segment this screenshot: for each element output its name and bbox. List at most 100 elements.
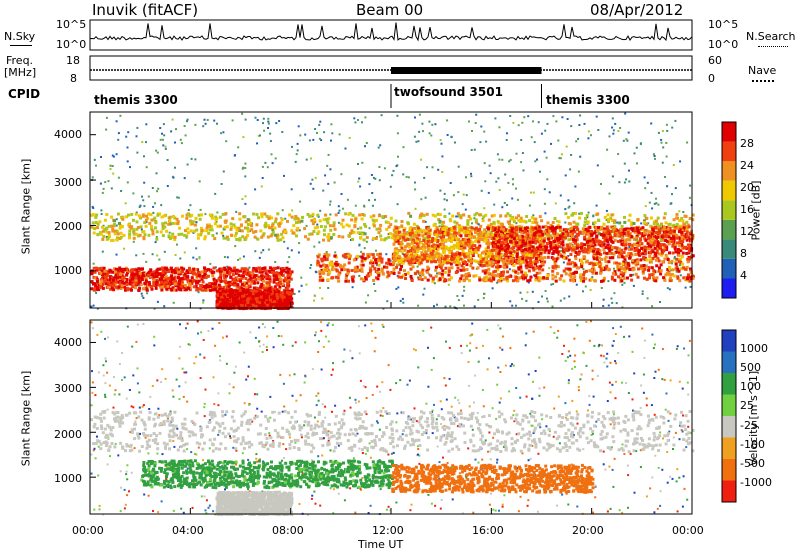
band-1-cell xyxy=(119,281,123,285)
band-1-cell xyxy=(128,287,132,291)
scatter-cell xyxy=(150,275,153,278)
band-1-cell xyxy=(134,281,138,285)
band-3-cell xyxy=(659,269,663,273)
scatter-cell xyxy=(653,155,656,157)
band-0-cell xyxy=(308,214,312,218)
band-1-cell xyxy=(211,274,215,278)
band-3-cell xyxy=(604,260,608,264)
scatter-cell xyxy=(643,176,646,179)
band-0-cell xyxy=(193,223,197,227)
scatter-cell xyxy=(319,120,322,123)
band-1-cell xyxy=(172,288,176,292)
band-0-cell xyxy=(441,224,445,228)
band-1-cell xyxy=(135,268,139,272)
scatter-cell xyxy=(595,115,598,118)
band-3-cell xyxy=(677,269,681,273)
band-3-cell xyxy=(434,274,438,278)
band-3-cell xyxy=(364,276,368,279)
band-1-cell xyxy=(148,282,152,286)
band-1-cell xyxy=(139,267,143,271)
band-3-cell xyxy=(450,255,454,259)
band-3-cell xyxy=(409,267,413,271)
band-0-cell xyxy=(143,221,147,224)
band-1-cell xyxy=(278,275,282,279)
scatter-cell xyxy=(166,185,169,187)
band-1-cell xyxy=(154,272,158,275)
scatter-cell xyxy=(202,299,205,302)
band-1-cell xyxy=(186,275,190,279)
band-0-cell xyxy=(261,233,265,237)
scatter-cell xyxy=(636,162,638,165)
band-1-cell xyxy=(106,285,110,289)
scatter-cell xyxy=(508,268,511,271)
band-2-cell xyxy=(224,294,228,298)
band-3-cell xyxy=(381,272,385,276)
band-2-cell xyxy=(269,298,272,302)
band-0-cell xyxy=(593,221,597,225)
scatter-cell xyxy=(109,164,112,167)
scatter-cell xyxy=(138,206,141,208)
scatter-cell xyxy=(298,229,301,232)
scatter-cell xyxy=(470,175,473,178)
band-3-cell xyxy=(351,278,355,282)
band-3-cell xyxy=(691,254,695,258)
band-2-cell xyxy=(260,305,263,309)
band-2-cell xyxy=(243,289,247,293)
band-1-cell xyxy=(192,267,196,271)
band-0-cell xyxy=(230,233,233,237)
scatter-cell xyxy=(145,166,148,169)
band-0-cell xyxy=(211,234,215,237)
band-0-cell xyxy=(645,222,649,226)
band-4-cell xyxy=(478,244,482,248)
band-3-cell xyxy=(641,271,645,275)
band-4-cell xyxy=(457,238,461,242)
band-3-cell xyxy=(443,270,447,274)
band-0-cell xyxy=(479,224,483,228)
band-0-cell xyxy=(566,216,570,219)
scatter-cell xyxy=(567,206,570,209)
band-3-cell xyxy=(551,257,555,261)
band-1-cell xyxy=(236,270,239,274)
band-1-cell xyxy=(230,283,234,287)
band-3-cell xyxy=(359,263,363,267)
band-0-cell xyxy=(323,225,327,229)
band-3-cell xyxy=(590,277,594,281)
band-3-cell xyxy=(660,253,664,257)
band-1-cell xyxy=(219,274,223,278)
scatter-cell xyxy=(127,131,130,134)
band-1-cell xyxy=(284,270,288,274)
scatter-cell xyxy=(389,185,392,188)
band-3-cell xyxy=(403,273,407,277)
band-2-cell xyxy=(242,297,246,301)
band-0-cell xyxy=(361,213,365,216)
band-3-cell xyxy=(551,269,555,273)
band-0-cell xyxy=(378,227,382,231)
band-0-cell xyxy=(121,217,125,221)
band-3-cell xyxy=(395,265,398,269)
band-0-cell xyxy=(365,236,369,239)
scatter-cell xyxy=(424,220,427,223)
scatter-cell xyxy=(654,157,656,160)
scatter-cell xyxy=(666,287,669,290)
band-0-cell xyxy=(363,223,367,226)
scatter-cell xyxy=(183,251,186,254)
band-0-cell xyxy=(127,223,131,227)
band-0-cell xyxy=(164,221,168,225)
band-3-cell xyxy=(390,271,394,275)
scatter-cell xyxy=(568,295,571,298)
band-3-cell xyxy=(620,270,623,274)
scatter-cell xyxy=(142,199,145,202)
band-1-cell xyxy=(235,277,239,281)
band-2-cell xyxy=(248,294,252,298)
scatter-cell xyxy=(172,176,175,179)
band-3-cell xyxy=(622,267,626,271)
band-1-cell xyxy=(289,272,293,276)
band-3-cell xyxy=(408,263,412,266)
band-3-cell xyxy=(501,273,505,277)
band-0-cell xyxy=(379,238,383,242)
scatter-cell xyxy=(298,242,301,245)
band-1-cell xyxy=(279,267,283,271)
colorbar-tick: -100 xyxy=(740,437,765,451)
band-1-cell xyxy=(286,285,290,289)
